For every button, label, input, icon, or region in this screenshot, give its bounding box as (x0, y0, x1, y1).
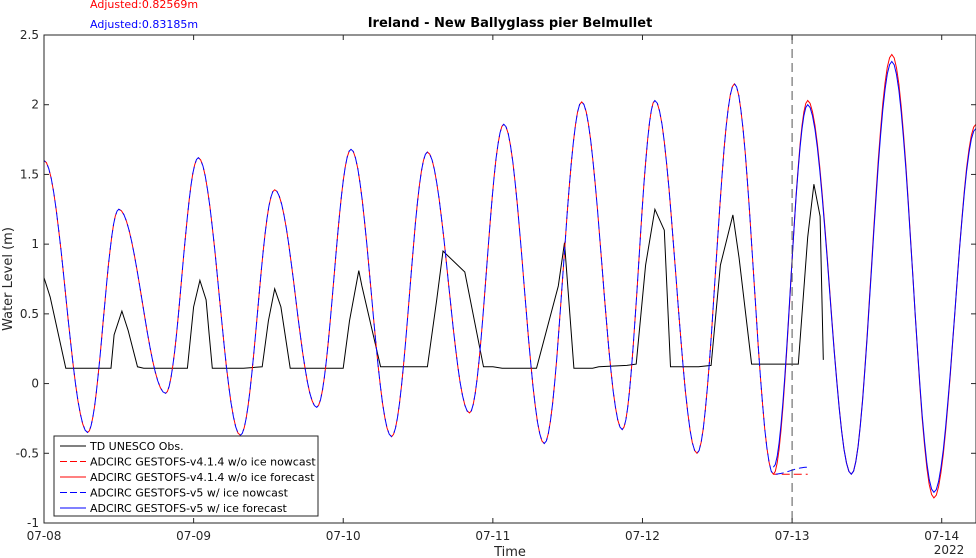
x-tick-label: 07-11 (475, 529, 510, 543)
series-layer (43, 53, 976, 499)
adjusted-annotation-blue: Adjusted:0.83185m (90, 18, 198, 31)
year-label: 2022 (934, 543, 965, 557)
x-tick-label: 07-10 (326, 529, 361, 543)
legend: TD UNESCO Obs. ADCIRC GESTOFS-v4.1.4 w/o … (53, 435, 319, 517)
x-tick-label: 07-12 (625, 529, 660, 543)
legend-entry-1: ADCIRC GESTOFS-v4.1.4 w/o ice nowcast (90, 456, 316, 469)
series-v5-forecast (772, 60, 976, 494)
chart-title: Ireland - New Ballyglass pier Belmullet (368, 16, 653, 31)
legend-entry-3: ADCIRC GESTOFS-v5 w/ ice nowcast (90, 487, 289, 500)
legend-entry-0: TD UNESCO Obs. (89, 440, 184, 453)
x-tick-label: 07-08 (27, 529, 62, 543)
plot-frame (43, 34, 976, 524)
x-tick-label: 07-09 (176, 529, 211, 543)
series-v5-nowcast (43, 82, 808, 475)
series-td-unesco-obs (43, 184, 824, 369)
adjusted-annotation-red: Adjusted:0.82569m (90, 0, 198, 11)
y-tick-label: -1 (27, 516, 39, 530)
y-tick-label: 0.5 (20, 307, 39, 321)
y-tick-label: 1 (31, 237, 39, 251)
legend-entry-2: ADCIRC GESTOFS-v4.1.4 w/o ice forecast (90, 471, 315, 484)
y-axis: -1 -0.5 0 0.5 1 1.5 2 2.5 (16, 28, 976, 530)
x-tick-label: 07-13 (775, 529, 810, 543)
x-tick-label: 07-14 (924, 529, 959, 543)
y-tick-label: 0 (31, 377, 39, 391)
x-axis-label: Time (493, 545, 526, 558)
y-tick-label: -0.5 (16, 446, 39, 460)
y-tick-label: 1.5 (20, 167, 39, 181)
y-axis-label: Water Level (m) (1, 227, 16, 331)
legend-entry-4: ADCIRC GESTOFS-v5 w/ ice forecast (90, 502, 288, 515)
legend-box (53, 435, 319, 517)
x-axis: 07-08 07-09 07-10 07-11 07-12 07-13 07-14 (27, 35, 959, 543)
y-tick-label: 2.5 (20, 28, 39, 42)
y-tick-label: 2 (31, 98, 39, 112)
